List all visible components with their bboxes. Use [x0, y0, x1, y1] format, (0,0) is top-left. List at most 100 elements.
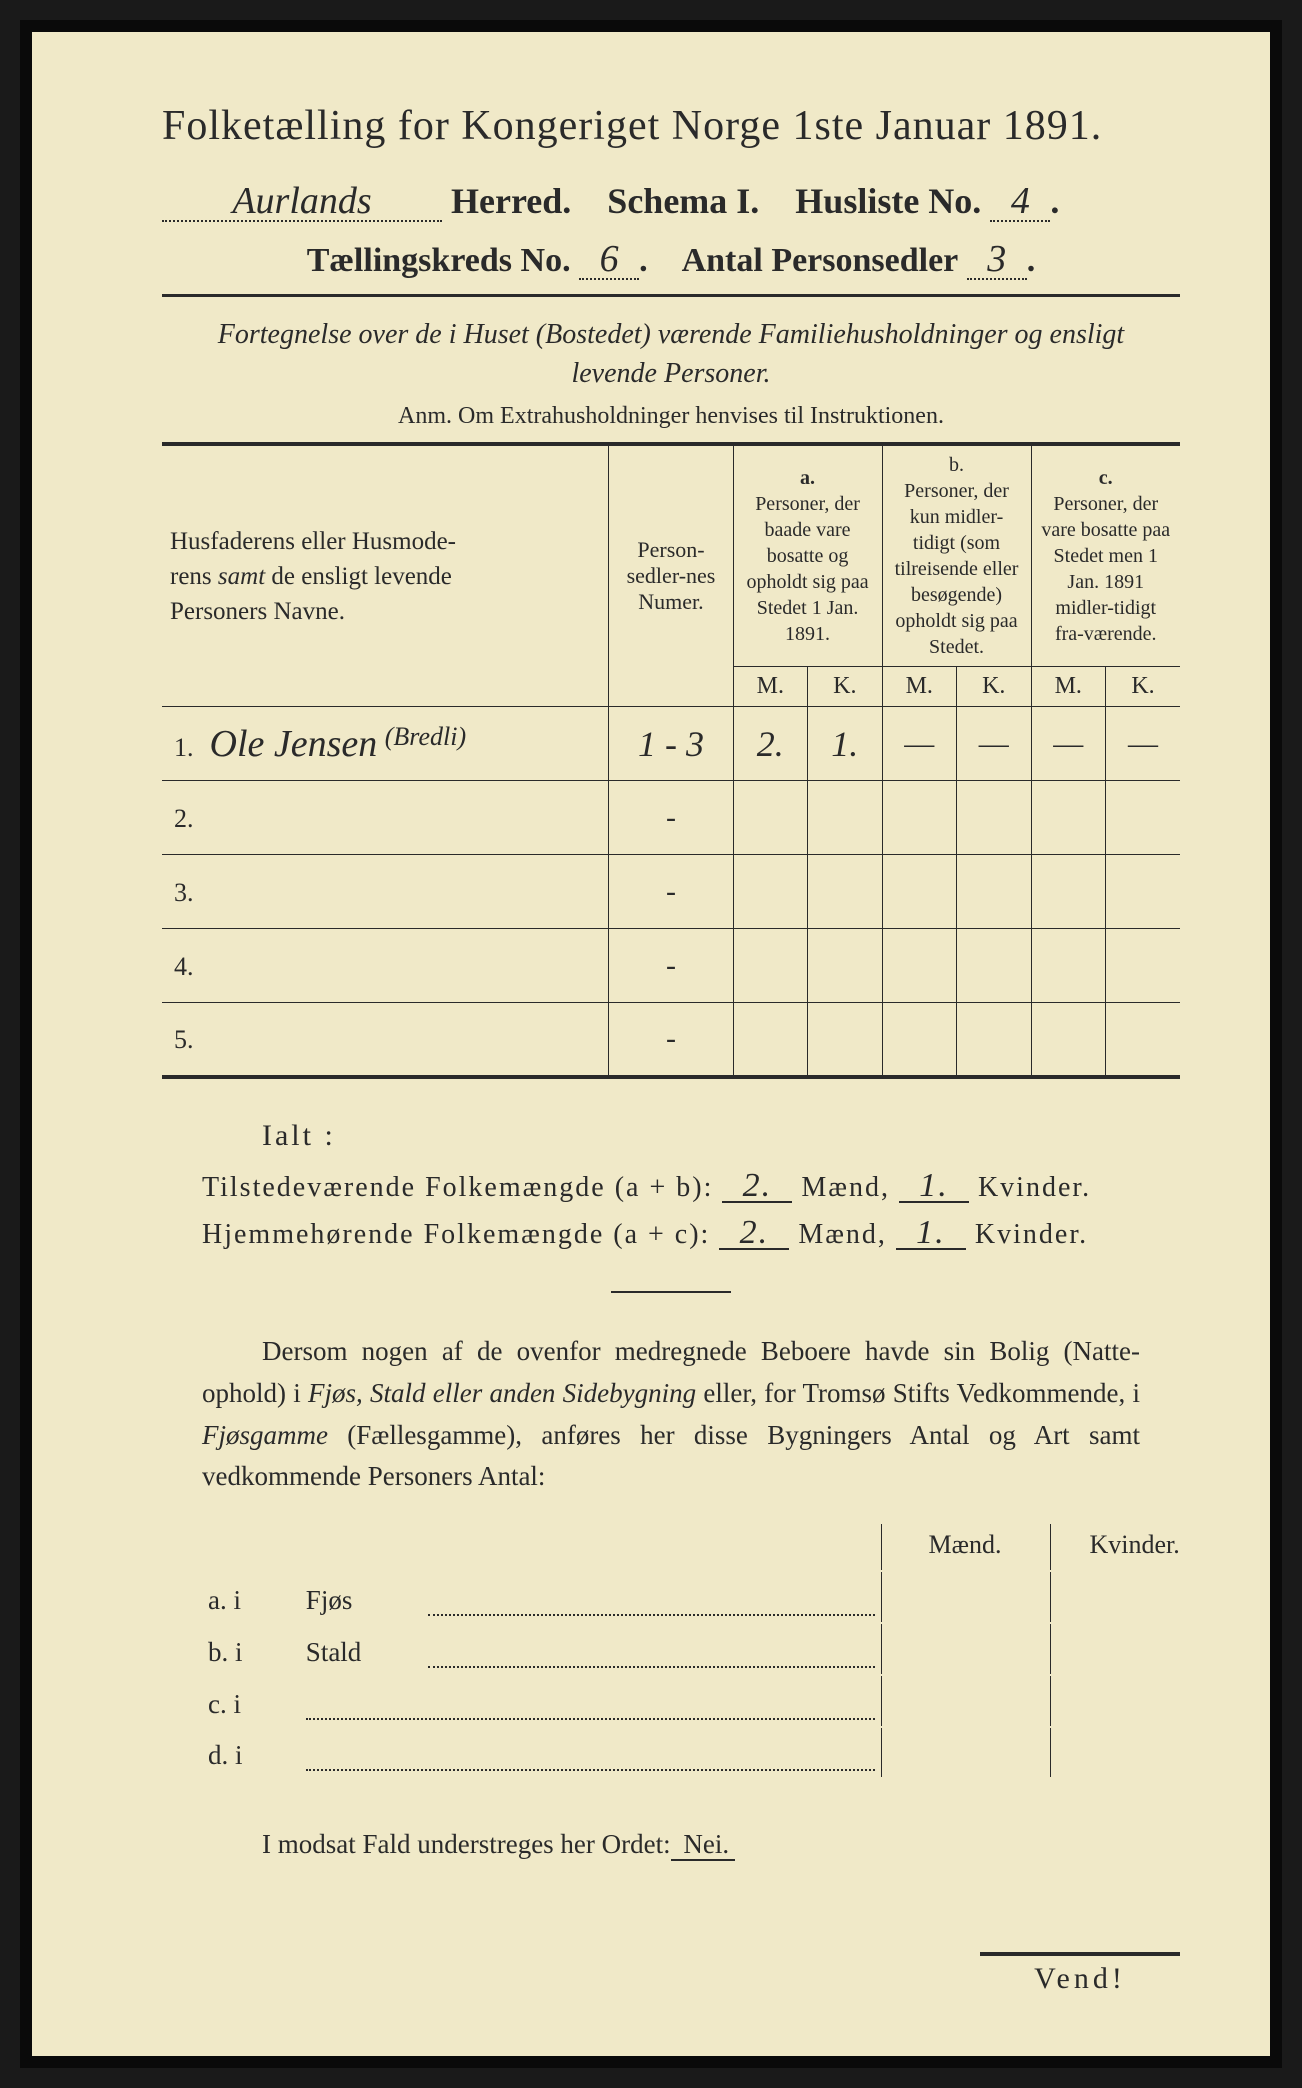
husliste-field[interactable]: 4 [990, 182, 1050, 222]
build-k-cell[interactable] [1050, 1676, 1218, 1726]
a-m-cell[interactable] [733, 855, 807, 929]
col-a-k: K. [808, 667, 882, 707]
a-m-cell[interactable] [733, 929, 807, 1003]
maend-label: Mænd, [801, 1172, 890, 1203]
kvinder-label: Kvinder. [978, 1172, 1091, 1203]
tilstede-m-field[interactable]: 2. [722, 1171, 792, 1204]
a-k-cell[interactable]: 1. [808, 707, 882, 781]
build-m-cell[interactable] [881, 1676, 1049, 1726]
build-dots[interactable] [306, 1734, 875, 1772]
c-m-cell[interactable] [1031, 781, 1105, 855]
husliste-label: Husliste No. [795, 181, 981, 221]
build-m-cell[interactable] [881, 1728, 1049, 1778]
b-m-cell[interactable] [882, 1003, 956, 1077]
kreds-line: Tællingskreds No. 6. Antal Personsedler … [162, 240, 1180, 280]
col-c-k: K. [1105, 667, 1180, 707]
a-m-cell[interactable]: 2. [733, 707, 807, 781]
col-numer: Person-sedler-nes Numer. [609, 444, 733, 707]
c-k-cell[interactable]: — [1105, 707, 1180, 781]
buildings-paragraph: Dersom nogen af de ovenfor medregnede Be… [202, 1331, 1140, 1498]
tilstede-line: Tilstedeværende Folkemængde (a + b): 2. … [202, 1171, 1180, 1204]
buildings-table: Mænd. Kvinder. a. i Fjøs b. i Stald c. i… [202, 1522, 1220, 1779]
build-k-cell[interactable] [1050, 1728, 1218, 1778]
build-label: d. i [204, 1728, 300, 1778]
hjemme-line: Hjemmehørende Folkemængde (a + c): 2. Mæ… [202, 1218, 1180, 1251]
b-m-cell[interactable] [882, 781, 956, 855]
antal-field[interactable]: 3 [967, 240, 1027, 280]
kreds-label: Tællingskreds No. [307, 242, 571, 279]
numer-cell[interactable]: - [609, 855, 733, 929]
subtitle-line1: Fortegnelse over de i Huset (Bostedet) v… [218, 319, 1124, 350]
b-k-cell[interactable] [957, 855, 1031, 929]
c-k-cell[interactable] [1105, 781, 1180, 855]
numer-cell[interactable]: - [609, 781, 733, 855]
a-m-cell[interactable] [733, 781, 807, 855]
b-m-cell[interactable] [882, 929, 956, 1003]
a-k-cell[interactable] [808, 1003, 882, 1077]
herred-field[interactable]: Aurlands [162, 182, 442, 222]
form-subtitle: Fortegnelse over de i Huset (Bostedet) v… [162, 315, 1180, 393]
col-c-label: c. [1099, 467, 1113, 489]
name-cell[interactable]: 2. [162, 781, 609, 855]
build-label: c. i [204, 1676, 300, 1726]
table-row: 1. Ole Jensen (Bredli) 1 - 3 2. 1. — — —… [162, 707, 1180, 781]
col-b-m: M. [882, 667, 956, 707]
section-rule [611, 1291, 731, 1293]
building-row: c. i [204, 1676, 1218, 1726]
c-m-cell[interactable]: — [1031, 707, 1105, 781]
b-m-cell[interactable] [882, 855, 956, 929]
numer-cell[interactable]: - [609, 929, 733, 1003]
name-note: (Bredli) [385, 722, 466, 751]
maend-label: Mænd, [798, 1219, 887, 1250]
herred-label: Herred. [451, 181, 571, 221]
name-cell[interactable]: 4. [162, 929, 609, 1003]
b-k-cell[interactable] [957, 929, 1031, 1003]
build-dots[interactable] [428, 1578, 875, 1616]
row-num: 4. [174, 952, 202, 982]
c-k-cell[interactable] [1105, 855, 1180, 929]
nei-word[interactable]: Nei. [671, 1829, 735, 1861]
hjemme-k-field[interactable]: 1. [896, 1218, 966, 1251]
b-k-cell[interactable] [957, 1003, 1031, 1077]
a-k-cell[interactable] [808, 929, 882, 1003]
c-k-cell[interactable] [1105, 929, 1180, 1003]
col-b: b. Personer, der kun midler-tidigt (som … [882, 444, 1031, 667]
a-k-cell[interactable] [808, 781, 882, 855]
build-k-head: Kvinder. [1050, 1524, 1218, 1570]
table-row: 2. - [162, 781, 1180, 855]
build-k-cell[interactable] [1050, 1624, 1218, 1674]
building-row: a. i Fjøs [204, 1572, 1218, 1622]
person-name: Ole Jensen [210, 723, 378, 765]
build-m-cell[interactable] [881, 1572, 1049, 1622]
name-cell[interactable]: 3. [162, 855, 609, 929]
c-m-cell[interactable] [1031, 1003, 1105, 1077]
building-row: b. i Stald [204, 1624, 1218, 1674]
numer-cell[interactable]: 1 - 3 [609, 707, 733, 781]
kreds-field[interactable]: 6 [579, 240, 639, 280]
numer-cell[interactable]: - [609, 1003, 733, 1077]
a-k-cell[interactable] [808, 855, 882, 929]
col-b-k: K. [957, 667, 1031, 707]
build-dots[interactable] [428, 1630, 875, 1668]
a-m-cell[interactable] [733, 1003, 807, 1077]
build-dots[interactable] [306, 1682, 875, 1720]
kvinder-label: Kvinder. [975, 1219, 1088, 1250]
hjemme-m-field[interactable]: 2. [719, 1218, 789, 1251]
col-a: a. Personer, der baade vare bosatte og o… [733, 444, 882, 667]
c-k-cell[interactable] [1105, 1003, 1180, 1077]
c-m-cell[interactable] [1031, 855, 1105, 929]
b-k-cell[interactable] [957, 781, 1031, 855]
tilstede-k-field[interactable]: 1. [899, 1171, 969, 1204]
hjemme-label: Hjemmehørende Folkemængde (a + c): [202, 1219, 710, 1250]
col-c-m: M. [1031, 667, 1105, 707]
c-m-cell[interactable] [1031, 929, 1105, 1003]
build-m-cell[interactable] [881, 1624, 1049, 1674]
col-a-text: Personer, der baade vare bosatte og opho… [746, 493, 868, 645]
b-k-cell[interactable]: — [957, 707, 1031, 781]
build-label: b. i [204, 1624, 300, 1674]
subtitle-line2: levende Personer. [571, 358, 770, 389]
name-cell[interactable]: 5. [162, 1003, 609, 1077]
b-m-cell[interactable]: — [882, 707, 956, 781]
name-cell[interactable]: 1. Ole Jensen (Bredli) [162, 707, 609, 781]
build-k-cell[interactable] [1050, 1572, 1218, 1622]
